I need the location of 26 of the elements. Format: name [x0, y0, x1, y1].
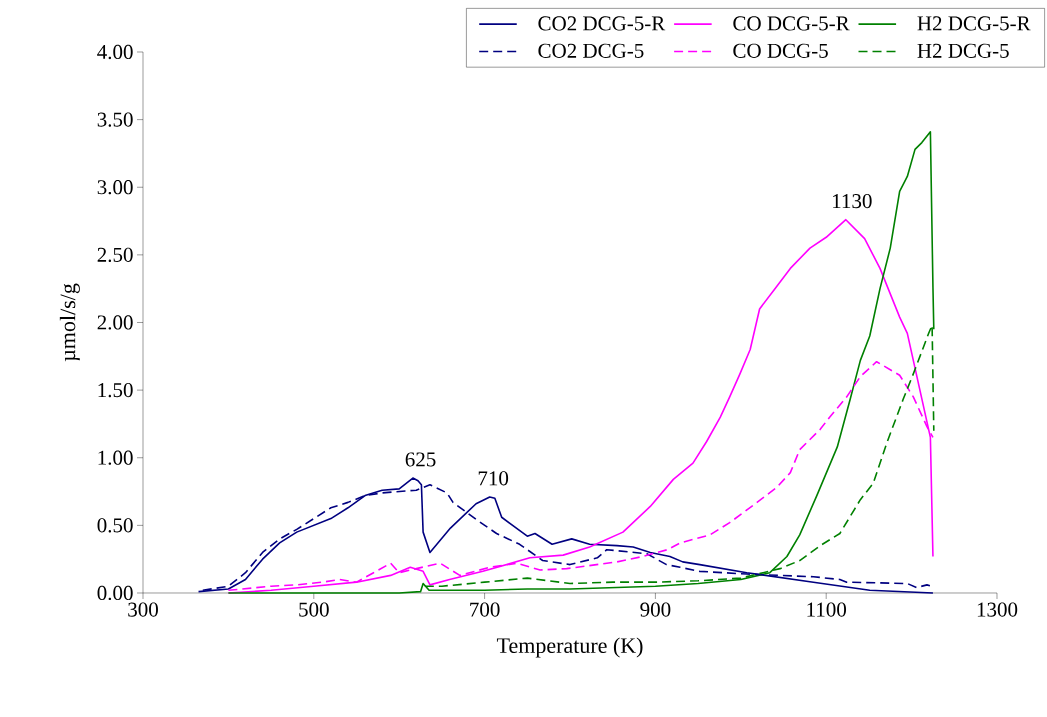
y-axis-title: µmol/s/g	[59, 283, 80, 362]
y-tick-label: 2.00	[97, 315, 133, 330]
annotation: 1130	[833, 194, 872, 209]
legend-label: CO DCG-5	[733, 43, 828, 58]
y-tick-label: 3.50	[97, 112, 133, 127]
annotation: 710	[478, 471, 509, 486]
y-tick-label: 0.50	[97, 518, 133, 533]
x-tick-label: 500	[299, 602, 329, 617]
legend-label: CO2 DCG-5	[538, 43, 644, 58]
x-tick-label: 300	[128, 602, 158, 617]
y-tick-label: 0.00	[97, 585, 133, 601]
annotation: 625	[405, 452, 436, 467]
y-tick-label: 1.00	[98, 450, 133, 465]
y-tick-label: 4.00	[97, 44, 133, 60]
legend-label: H2 DCG-5	[917, 43, 1009, 58]
x-tick-label: 900	[640, 602, 671, 617]
y-tick-label: 3.00	[97, 180, 133, 195]
x-axis-title: Temperature (K)	[496, 637, 643, 658]
x-tick-label: 1100	[807, 602, 847, 617]
legend-label: H2 DCG-5-R	[917, 16, 1031, 31]
legend-label: CO2 DCG-5-R	[538, 16, 666, 31]
x-tick-label: 700	[470, 602, 500, 617]
y-tick-label: 2.50	[97, 247, 133, 262]
x-tick-label: 1300	[977, 602, 1018, 617]
y-tick-label: 1.50	[98, 382, 133, 398]
legend-label: CO DCG-5-R	[733, 16, 850, 31]
